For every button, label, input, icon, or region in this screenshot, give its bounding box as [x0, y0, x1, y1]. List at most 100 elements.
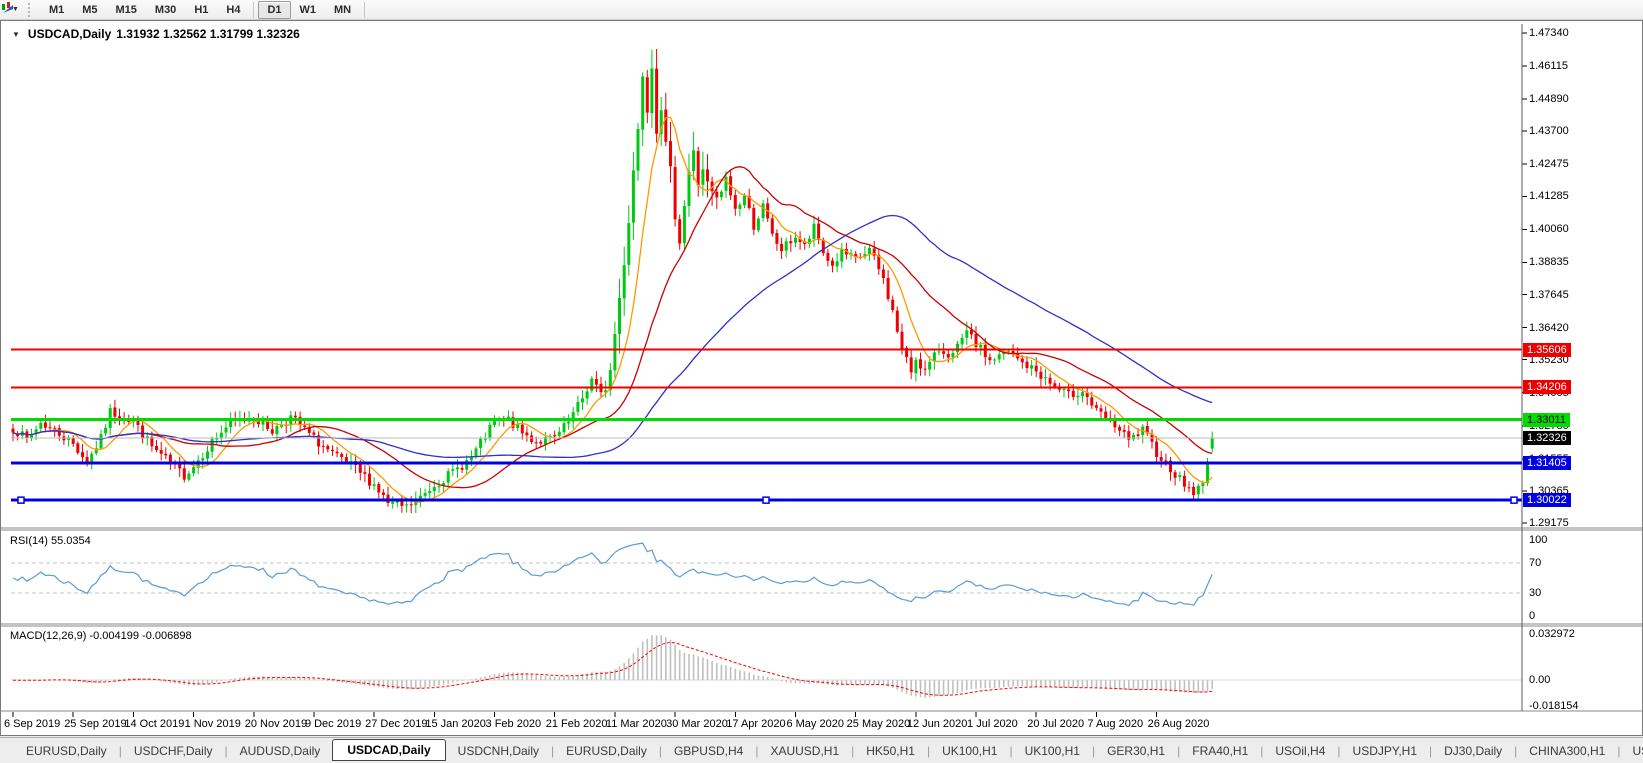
price-tick-label: 1.37645	[1529, 288, 1569, 301]
tab-divider: |	[551, 743, 555, 758]
tab-divider: |	[118, 743, 122, 758]
date-tick-label: 1 Nov 2019	[184, 718, 241, 730]
chart-tab-dj30-daily[interactable]: DJ30,Daily	[1444, 743, 1503, 758]
date-tick-label: 15 Jan 2020	[425, 718, 486, 730]
price-tick-label: 1.40060	[1529, 223, 1569, 236]
macd-tick-label: 0.00	[1529, 674, 1551, 687]
date-tick-label: 14 Oct 2019	[124, 718, 185, 730]
chart-tab-usoil-h1[interactable]: USOil,H1	[1632, 743, 1643, 758]
chart-tab-bar: EURUSD,Daily | USDCHF,Daily | AUDUSD,Daily US…	[0, 737, 1643, 763]
tab-divider: |	[926, 743, 931, 758]
date-tick-label: 26 Aug 2020	[1147, 718, 1210, 730]
timeframe-button-W1[interactable]: W1	[299, 3, 317, 16]
price-tick-label: 1.44890	[1529, 93, 1569, 106]
chart-ohlc-values: 1.31932 1.32562 1.31799 1.32326	[116, 27, 300, 41]
date-tick-label: 9 Dec 2019	[304, 718, 362, 730]
chart-tab-gbpusd-h4[interactable]: GBPUSD,H4	[673, 743, 744, 758]
tab-divider: |	[1177, 743, 1181, 758]
tab-divider: |	[1514, 743, 1518, 758]
level-price-label: 1.33011	[1523, 412, 1570, 427]
price-tick-label: 1.47340	[1529, 27, 1569, 39]
date-tick-label: 6 Sep 2019	[4, 718, 61, 730]
current-price-label: 1.32326	[1523, 431, 1571, 445]
chart-tab-audusd-daily[interactable]: AUDUSD,Daily	[239, 743, 321, 758]
price-tick-label: 1.35230	[1529, 353, 1569, 366]
date-tick-label: 7 Aug 2020	[1087, 718, 1144, 730]
timeframe-button-M5[interactable]: M5	[82, 3, 98, 16]
chart-tab-fra40-h1[interactable]: FRA40,H1	[1192, 743, 1249, 758]
timeframe-button-M30[interactable]: M30	[154, 3, 177, 16]
rsi-tick-label: 30	[1529, 587, 1542, 600]
price-chart-canvas[interactable]	[1, 21, 1642, 735]
line-drag-handle[interactable]	[1510, 496, 1518, 504]
line-drag-handle[interactable]	[762, 496, 770, 504]
date-tick-label: 3 Feb 2020	[485, 718, 542, 730]
chart-tab-usdjpy-h1[interactable]: USDJPY,H1	[1352, 743, 1418, 758]
chart-tab-usdchf-daily[interactable]: USDCHF,Daily	[133, 743, 213, 758]
toolbar-separator	[253, 1, 255, 18]
timeframe-button-M1[interactable]: M1	[48, 3, 65, 16]
level-price-label: 1.34206	[1523, 380, 1571, 395]
line-drag-handle[interactable]	[17, 496, 25, 504]
date-tick-label: 21 Feb 2020	[545, 718, 608, 730]
chart-type-icon[interactable]	[2, 2, 13, 18]
rsi-tick-label: 0	[1529, 610, 1536, 622]
tab-divider: |	[658, 743, 662, 758]
chart-tab-uk100-h1[interactable]: UK100,H1	[942, 743, 998, 758]
timeframe-button-MN[interactable]: MN	[334, 3, 352, 16]
macd-tick-label: -0.018154	[1529, 699, 1579, 712]
chart-tab-usdcad-daily[interactable]: USDCAD,Daily	[332, 738, 446, 761]
chart-tab-eurusd-daily[interactable]: EURUSD,Daily	[566, 743, 647, 758]
price-tick-label: 1.38835	[1529, 256, 1569, 269]
chart-tab-china300-h1[interactable]: CHINA300,H1	[1529, 743, 1606, 758]
date-tick-label: 25 May 2020	[846, 718, 911, 730]
tab-divider: |	[1337, 743, 1341, 758]
macd-tick-label: 0.032972	[1529, 628, 1575, 640]
tab-divider: |	[1091, 743, 1096, 758]
price-tick-label: 1.42475	[1529, 158, 1569, 171]
slow-ma-line	[12, 214, 1213, 459]
tab-divider: |	[1260, 743, 1264, 758]
price-tick-label: 1.36420	[1529, 321, 1569, 334]
level-price-label: 1.30022	[1523, 493, 1571, 508]
timeframe-button-M15[interactable]: M15	[115, 3, 137, 16]
tab-divider: |	[1429, 743, 1433, 758]
chart-symbol-label: USDCAD,Daily	[27, 27, 112, 41]
date-tick-label: 27 Dec 2019	[365, 718, 428, 730]
date-tick-label: 6 May 2020	[786, 718, 844, 730]
price-tick-label: 1.29175	[1529, 517, 1569, 529]
chart-title-caret-icon[interactable]: ▼	[12, 29, 20, 39]
macd-histogram	[16, 635, 1213, 698]
tab-divider: |	[851, 743, 855, 758]
rsi-tick-label: 100	[1529, 534, 1548, 546]
chart-tab-ger30-h1[interactable]: GER30,H1	[1107, 743, 1166, 758]
level-price-label: 1.35606	[1523, 342, 1571, 357]
price-tick-label: 1.43700	[1529, 125, 1569, 138]
date-tick-label: 11 Mar 2020	[605, 718, 667, 730]
tab-divider: |	[755, 743, 759, 758]
timeframe-button-D1[interactable]: D1	[258, 0, 291, 19]
chart-type-dropdown-caret-icon[interactable]: ▼	[12, 6, 19, 13]
chart-window: ▼ USDCAD,Daily 1.31932 1.32562 1.31799 1…	[0, 20, 1643, 736]
chart-tab-hk50-h1[interactable]: HK50,H1	[866, 743, 915, 758]
price-tick-label: 1.46115	[1529, 60, 1568, 73]
rsi-tick-label: 70	[1529, 556, 1542, 569]
timeframe-button-H4[interactable]: H4	[226, 3, 241, 16]
chart-tab-eurusd-daily[interactable]: EURUSD,Daily	[26, 743, 107, 758]
chart-tab-xauusd-h1[interactable]: XAUUSD,H1	[770, 743, 840, 758]
timeframe-button-H1[interactable]: H1	[194, 3, 209, 16]
macd-signal-line	[13, 641, 1213, 696]
tab-divider: |	[1009, 743, 1013, 758]
top-toolbar: ▼ M1 M5 M15 M30 H1 H4 D1 W1 MN	[0, 0, 1643, 20]
horizontal-level-lines[interactable]	[11, 348, 1522, 504]
level-price-label: 1.31405	[1523, 455, 1571, 470]
chart-tab-usdcnh-daily[interactable]: USDCNH,Daily	[457, 743, 540, 758]
date-tick-label: 20 Nov 2019	[244, 718, 308, 730]
date-tick-label: 12 Jun 2020	[906, 718, 968, 730]
chart-tab-usoil-h4[interactable]: USOil,H4	[1275, 743, 1326, 758]
rsi-line	[12, 542, 1213, 607]
toolbar-grip-handle[interactable]	[27, 2, 34, 17]
chart-tab-uk100-h1[interactable]: UK100,H1	[1024, 743, 1080, 758]
price-tick-label: 1.41285	[1529, 190, 1569, 203]
